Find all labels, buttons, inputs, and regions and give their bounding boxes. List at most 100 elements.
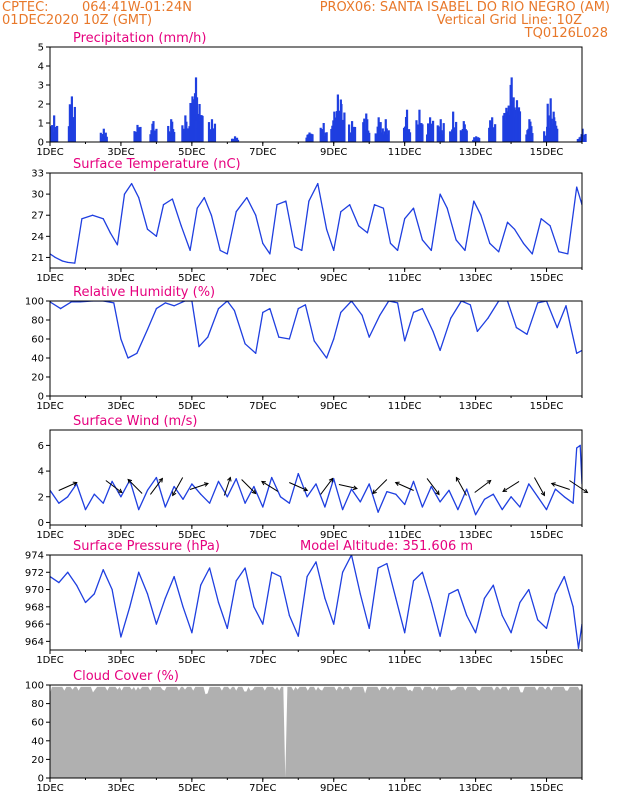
series-point xyxy=(203,197,205,199)
series-point xyxy=(244,502,246,504)
wind-arrow xyxy=(241,479,256,494)
series-point xyxy=(483,498,486,500)
series-point xyxy=(340,211,342,213)
panel-frame xyxy=(49,46,583,143)
series-point xyxy=(196,207,198,209)
series-point xyxy=(565,305,567,307)
y-tick-label: 1 xyxy=(38,119,44,130)
series-point xyxy=(326,228,328,230)
series-point xyxy=(271,571,273,573)
series-point xyxy=(421,308,423,310)
series-point xyxy=(317,182,319,185)
series-point xyxy=(421,506,423,508)
precip-bar xyxy=(213,123,217,142)
series-point xyxy=(146,228,149,230)
y-tick-label: 972 xyxy=(25,568,44,579)
panel-4: 964 966 968 970 972 974 1DEC 3DEC 5DEC 7DEC 9DEC 11… xyxy=(25,539,583,666)
wind-arrow-head xyxy=(583,488,589,494)
precip-bar xyxy=(408,132,412,142)
y-tick-label: 964 xyxy=(25,637,44,648)
series-point xyxy=(476,330,478,332)
series-point xyxy=(313,340,315,342)
series-point xyxy=(93,593,95,595)
series-point xyxy=(136,352,138,354)
x-tick-label: 9DEC xyxy=(320,783,347,794)
wind-arrow xyxy=(261,481,279,492)
series-point xyxy=(182,498,184,500)
panel-5: 0 20 40 60 80 100 1DEC 3DEC 5DEC 7DEC 9DEC 11DEC 13D… xyxy=(25,669,583,794)
x-tick-label: 13DEC xyxy=(459,655,493,666)
series-point xyxy=(146,593,149,595)
series-point xyxy=(81,218,83,220)
series-point xyxy=(368,336,370,338)
y-tick-label: 966 xyxy=(25,620,44,631)
x-tick-label: 9DEC xyxy=(320,147,347,158)
wind-arrow-head xyxy=(352,485,358,491)
series-point xyxy=(269,253,271,255)
series-point xyxy=(366,232,369,234)
series-point xyxy=(191,483,193,485)
x-tick-label: 15DEC xyxy=(530,401,564,412)
series-point xyxy=(226,253,228,255)
precip-bar xyxy=(379,122,382,142)
series-point xyxy=(492,493,494,495)
series-point xyxy=(74,262,76,264)
x-tick-label: 7DEC xyxy=(249,783,276,794)
series-point xyxy=(446,207,448,209)
series-point xyxy=(58,582,60,584)
series-point xyxy=(350,488,353,490)
wind-arrow-head xyxy=(303,487,309,492)
wind-arrow-head xyxy=(158,477,164,483)
precip-bar xyxy=(350,121,354,142)
series-point xyxy=(306,496,308,498)
series-point xyxy=(269,308,271,310)
series-point xyxy=(448,489,450,491)
y-tick-label: 4 xyxy=(38,62,44,73)
precip-bar xyxy=(556,128,559,142)
series-point xyxy=(357,225,360,227)
y-tick-label: 100 xyxy=(25,681,44,692)
y-tick-label: 974 xyxy=(25,551,44,562)
series-point xyxy=(180,225,182,227)
series-point xyxy=(129,606,131,608)
precip-bar xyxy=(418,109,421,142)
panel-frame xyxy=(49,172,583,269)
precip-bar xyxy=(105,136,108,142)
series-point xyxy=(439,193,441,195)
series-point xyxy=(333,249,335,252)
y-tick-label: 3 xyxy=(38,81,44,92)
series-point xyxy=(386,491,388,493)
series-point xyxy=(217,308,220,310)
precip-bar xyxy=(343,112,346,142)
series-point xyxy=(340,311,342,313)
y-tick-label: 40 xyxy=(31,354,44,365)
precip-bar xyxy=(73,106,76,142)
series-point xyxy=(510,496,512,498)
wind-arrow-head xyxy=(455,476,461,482)
series-point xyxy=(377,511,379,513)
x-tick-label: 7DEC xyxy=(249,530,276,541)
series-point xyxy=(207,336,209,338)
series-point xyxy=(421,239,423,241)
wind-arrow-head xyxy=(435,490,440,496)
series-point xyxy=(448,593,450,595)
series-point xyxy=(244,343,246,345)
y-tick-label: 4 xyxy=(38,467,44,478)
series-point xyxy=(255,214,257,216)
x-tick-label: 15DEC xyxy=(530,530,564,541)
series-point xyxy=(333,478,335,480)
x-tick-label: 9DEC xyxy=(320,530,347,541)
series-point xyxy=(404,340,406,342)
series-point xyxy=(412,580,415,582)
series-point xyxy=(67,261,69,263)
series-point xyxy=(67,496,69,498)
series-point xyxy=(297,635,299,637)
wind-arrow xyxy=(426,478,440,495)
series-point xyxy=(84,508,87,511)
header-coordinates: 064:41W-01:24N xyxy=(82,0,192,15)
series-point xyxy=(531,253,533,255)
x-tick-label: 5DEC xyxy=(178,273,205,284)
x-tick-label: 11DEC xyxy=(388,147,422,158)
x-tick-label: 11DEC xyxy=(388,530,422,541)
series-point xyxy=(526,333,528,335)
